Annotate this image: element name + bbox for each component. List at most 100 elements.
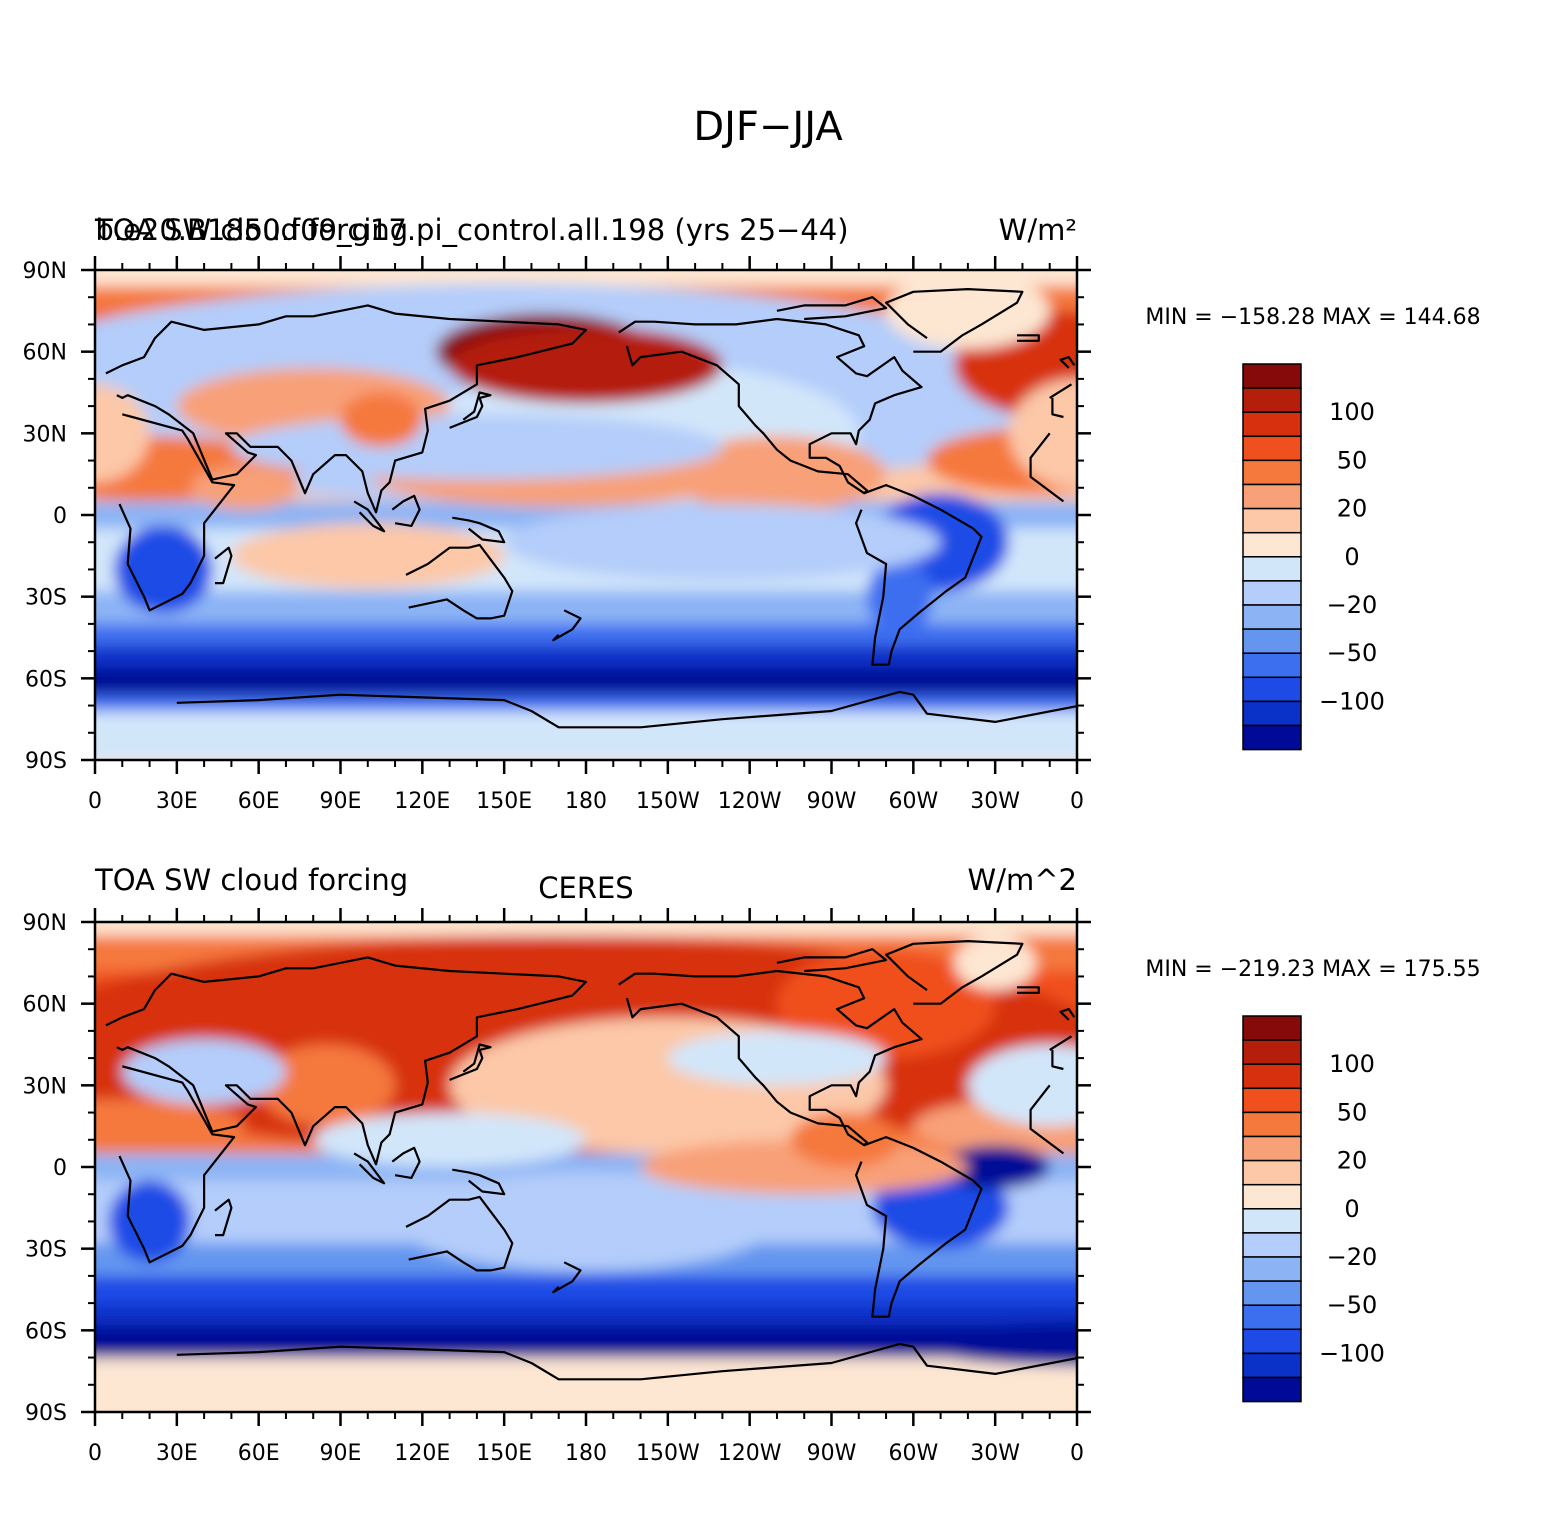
colorbar-label: 20: [1337, 1147, 1368, 1175]
lon-tick-label: 60E: [238, 1441, 280, 1466]
lon-tick-label: 120W: [718, 789, 782, 814]
lat-tick-label: 30N: [23, 1074, 67, 1099]
panel-center-title: b.e20.B1850.f09_g17.pi_control.all.198 (…: [95, 213, 848, 247]
panel-center-title: CERES: [538, 871, 633, 905]
lon-tick-label: 150E: [476, 789, 532, 814]
lon-tick-label: 90E: [320, 789, 362, 814]
colorbar-label: −20: [1327, 1243, 1378, 1271]
colorbar-label: 0: [1344, 1195, 1359, 1223]
lon-tick-label: 90E: [320, 1441, 362, 1466]
min-max-stats: MIN = −219.23 MAX = 175.55: [1145, 957, 1480, 982]
colorbar-label: −20: [1327, 591, 1378, 619]
colorbar: 100 50 20 0 −20 −50 −100: [1242, 1015, 1385, 1403]
colorbar-swatch: [1242, 363, 1302, 389]
lon-tick-label: 120E: [394, 789, 450, 814]
colorbar-label: 50: [1337, 1098, 1368, 1126]
lat-tick-label: 60S: [25, 1319, 67, 1344]
colorbar-swatch: [1242, 1376, 1302, 1403]
lon-tick-label: 120E: [394, 1441, 450, 1466]
lon-tick-label: 0: [88, 1441, 102, 1466]
colorbar-swatch: [1242, 1328, 1302, 1355]
lat-tick-label: 0: [53, 1156, 67, 1181]
colorbar-swatch: [1242, 531, 1302, 558]
colorbar-swatch: [1242, 1232, 1302, 1258]
panel-left-title: TOA SW cloud forcing: [94, 213, 408, 247]
colorbar-swatch: [1242, 1352, 1302, 1379]
lon-tick-label: 60E: [238, 789, 280, 814]
colorbar-swatch: [1242, 628, 1302, 654]
lon-tick-label: 30E: [156, 789, 198, 814]
map-field: [95, 270, 1077, 760]
colorbar-label: 100: [1329, 1050, 1375, 1078]
lon-tick-label: 150W: [636, 1441, 700, 1466]
lon-tick-label: 0: [1070, 789, 1084, 814]
coastlines: [105, 940, 1077, 1381]
colorbar-swatch: [1242, 1135, 1302, 1162]
lat-tick-label: 30S: [25, 1238, 67, 1263]
lon-tick-label: 90W: [807, 1441, 857, 1466]
figure-title: DJF−JJA: [693, 104, 843, 150]
colorbar-swatch: [1242, 1159, 1302, 1186]
lon-tick-label: 180: [565, 1441, 607, 1466]
colorbar-swatch: [1242, 435, 1302, 462]
lat-tick-label: 30N: [23, 422, 67, 447]
lon-tick-label: 30E: [156, 1441, 198, 1466]
colorbar-swatch: [1242, 1111, 1302, 1138]
colorbar-swatch: [1242, 1039, 1302, 1065]
colorbar-label: −50: [1327, 1291, 1378, 1319]
lat-tick-label: 60N: [23, 993, 67, 1018]
lon-tick-label: 60W: [888, 1441, 938, 1466]
colorbar-swatch: [1242, 724, 1302, 751]
panel-observations: TOA SW cloud forcing CERES W/m^2 90N 60N 3…: [23, 863, 1481, 1466]
lat-tick-label: 90N: [23, 259, 67, 284]
colorbar-swatch: [1242, 652, 1302, 679]
colorbar-label: 20: [1337, 495, 1368, 523]
colorbar-swatch: [1242, 556, 1302, 582]
colorbar-swatch: [1242, 1304, 1302, 1331]
lat-tick-label: 0: [53, 504, 67, 529]
panel-units: W/m^2: [968, 863, 1077, 897]
colorbar-label: −50: [1327, 639, 1378, 667]
colorbar-swatch: [1242, 700, 1302, 727]
colorbar-swatch: [1242, 1087, 1302, 1114]
colorbar-label: 100: [1329, 398, 1375, 426]
colorbar-swatch: [1242, 676, 1302, 703]
lon-tick-label: 90W: [807, 789, 857, 814]
colorbar-swatch: [1242, 1015, 1302, 1041]
lat-tick-label: 90S: [25, 1401, 67, 1426]
colorbar-swatch: [1242, 1280, 1302, 1306]
colorbar-swatch: [1242, 1208, 1302, 1234]
lat-tick-label: 90S: [25, 749, 67, 774]
lon-tick-label: 0: [1070, 1441, 1084, 1466]
colorbar-swatch: [1242, 1063, 1302, 1090]
colorbar-swatch: [1242, 1183, 1302, 1210]
panel-units: W/m²: [999, 213, 1077, 247]
lon-tick-label: 30W: [970, 1441, 1020, 1466]
colorbar-swatch: [1242, 604, 1302, 630]
min-max-stats: MIN = −158.28 MAX = 144.68: [1145, 305, 1480, 330]
lat-tick-label: 60S: [25, 667, 67, 692]
colorbar: 100 50 20 0 −20 −50 −100: [1242, 363, 1385, 751]
colorbar-swatch: [1242, 483, 1302, 510]
lat-tick-label: 30S: [25, 586, 67, 611]
map-axes: 90N 60N 30N 0 30S 60S 90S 0 30E 60E 90E 120E 150E 180…: [23, 256, 1091, 814]
lon-tick-label: 120W: [718, 1441, 782, 1466]
map-axes: 90N 60N 30N 0 30S 60S 90S 0 30E 60E 90E 120E 150E 180…: [23, 908, 1091, 1466]
lat-tick-label: 90N: [23, 911, 67, 936]
lon-tick-label: 150W: [636, 789, 700, 814]
colorbar-swatch: [1242, 507, 1302, 534]
map-field: [95, 922, 1077, 1412]
lon-tick-label: 60W: [888, 789, 938, 814]
coastlines: [105, 288, 1077, 729]
lat-tick-label: 60N: [23, 341, 67, 366]
lon-tick-label: 30W: [970, 789, 1020, 814]
colorbar-swatch: [1242, 580, 1302, 606]
colorbar-swatch: [1242, 411, 1302, 438]
panel-left-title: TOA SW cloud forcing: [94, 863, 408, 897]
colorbar-swatch: [1242, 1256, 1302, 1282]
colorbar-label: 0: [1344, 543, 1359, 571]
lon-tick-label: 0: [88, 789, 102, 814]
colorbar-swatch: [1242, 387, 1302, 413]
colorbar-label: 50: [1337, 446, 1368, 474]
